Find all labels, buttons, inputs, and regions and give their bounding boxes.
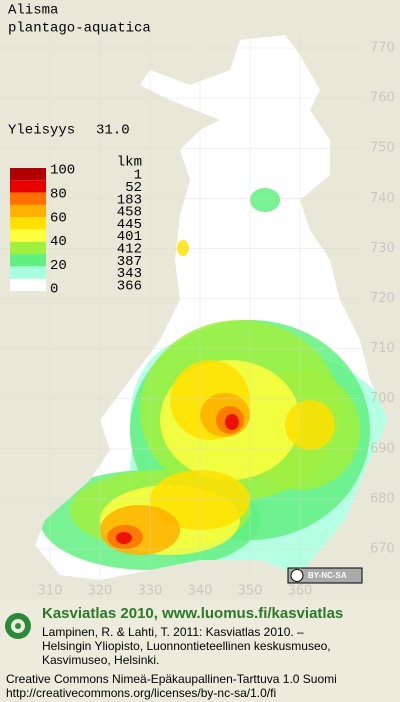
distribution-patch (285, 400, 335, 450)
distribution-patch (116, 532, 132, 544)
grid-label: 680 (370, 491, 395, 506)
grid-label: 690 (370, 441, 395, 456)
grid-label: 700 (370, 391, 395, 406)
grid-label: 310 (38, 584, 63, 599)
grid-label: 360 (288, 584, 313, 599)
citation-line: Kasvimuseo, Helsinki. (42, 653, 159, 667)
frequency-label: Yleisyys (8, 123, 75, 139)
footer-title: Kasviatlas 2010, www.luomus.fi/kasviatla… (42, 605, 343, 622)
count-header: lkm (117, 155, 142, 171)
citation-line: Helsingin Yliopisto, Luonnontieteellinen… (42, 639, 331, 653)
grid-label: 730 (370, 241, 395, 256)
license-line: Creative Commons Nimeä-Epäkaupallinen-Ta… (6, 672, 337, 686)
legend-swatch (10, 241, 46, 255)
logo (5, 613, 31, 639)
legend-count: 183 (117, 192, 142, 208)
legend-count: 52 (125, 180, 142, 196)
legend-swatch (10, 168, 46, 181)
species-epithet: plantago-aquatica (8, 21, 151, 37)
cc-badge: BY-NC-SA (287, 567, 363, 584)
grid-label: 710 (370, 341, 395, 356)
species-genus: Alisma (8, 3, 58, 19)
legend-count: 401 (117, 229, 142, 245)
grid-label: 760 (370, 91, 395, 106)
logo-core (15, 623, 21, 629)
legend-scale: 40 (50, 234, 67, 250)
legend-count: 387 (117, 254, 142, 270)
distribution-patch (177, 240, 189, 256)
legend-scale: 60 (50, 210, 67, 226)
grid-label: 340 (188, 584, 213, 599)
grid-label: 740 (370, 191, 395, 206)
legend-swatch (10, 278, 46, 291)
grid-label: 330 (138, 584, 163, 599)
badge-text: BY-NC-SA (308, 571, 347, 580)
legend-count: 1 (134, 168, 142, 184)
distribution-patch (225, 414, 239, 430)
grid-label: 670 (370, 542, 395, 557)
grid-label: 770 (370, 41, 395, 56)
legend-count: 412 (117, 242, 142, 258)
legend-swatch (10, 266, 46, 279)
distribution-patch (250, 188, 280, 212)
legend-count: 343 (117, 266, 142, 282)
legend-scale: 20 (50, 258, 67, 274)
grid-label: 350 (238, 584, 263, 599)
grid-label: 320 (88, 584, 113, 599)
legend-swatch (10, 217, 46, 230)
legend-swatch (10, 180, 46, 193)
legend-count: 445 (117, 217, 142, 233)
badge-box (287, 567, 363, 584)
legend-count: 458 (117, 205, 142, 221)
legend-scale: 80 (50, 187, 67, 203)
legend-swatch (10, 254, 46, 267)
cc-icon (290, 569, 304, 582)
citation-line: Lampinen, R. & Lahti, T. 2011: Kasviatla… (42, 625, 304, 639)
legend-swatch (10, 229, 46, 242)
legend-scale: 0 (50, 282, 58, 298)
legend-swatch (10, 204, 46, 218)
legend-scale: 100 (50, 163, 75, 179)
license-line: http://creativecommons.org/licenses/by-n… (6, 686, 276, 700)
grid-label: 720 (370, 291, 395, 306)
legend-swatch (10, 192, 46, 205)
legend-count: 366 (117, 278, 142, 294)
frequency-value: 31.0 (96, 123, 130, 139)
grid-label: 750 (370, 141, 395, 156)
